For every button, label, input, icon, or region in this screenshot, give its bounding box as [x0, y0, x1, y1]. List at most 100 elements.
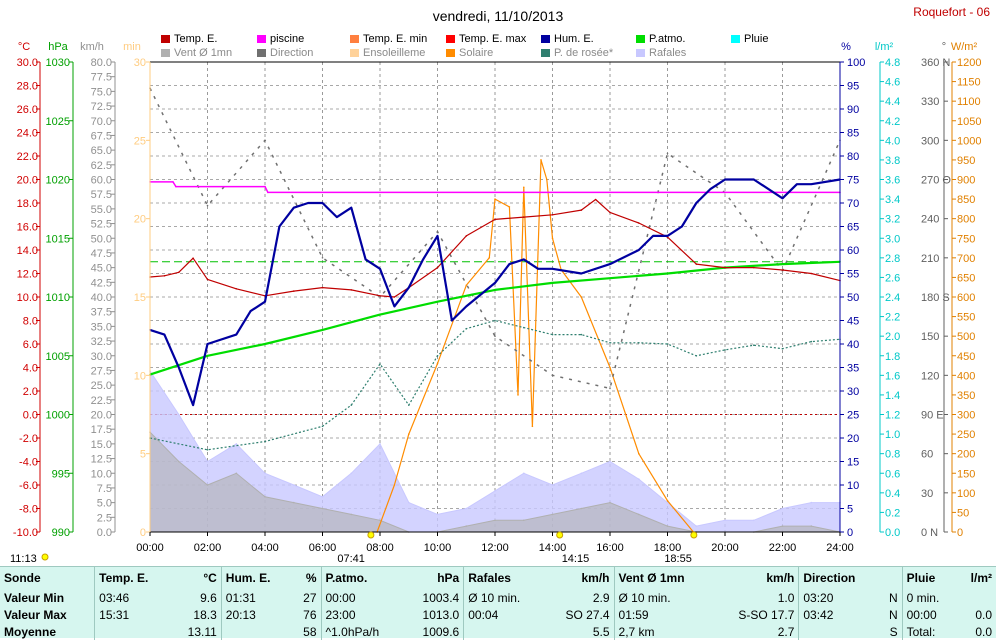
point-vent-1mn	[293, 501, 295, 504]
point-p-de-ros-e	[264, 440, 266, 443]
tick-label-temp: 28.0	[17, 81, 38, 93]
series-layer	[149, 87, 841, 533]
tick-label-rain: 2.4	[885, 292, 900, 304]
point-temp-e	[580, 209, 583, 211]
point-rafales	[638, 478, 640, 480]
point-temp-e	[465, 235, 468, 237]
point-solaire	[517, 394, 519, 396]
point-rafales	[753, 519, 755, 522]
point-rafales	[436, 513, 439, 516]
tick-label-solar: 950	[957, 155, 975, 167]
legend-label: Temp. E. max	[459, 33, 527, 45]
legend-swatch	[161, 35, 170, 43]
point-solaire	[488, 257, 491, 259]
point-vent-1mn	[781, 525, 784, 527]
tick-label-wind: 45.0	[91, 263, 112, 275]
tick-label-rain: 0.2	[885, 507, 900, 519]
point-temp-e	[293, 290, 295, 292]
point-direction	[206, 204, 209, 207]
tick-label-wind: 72.5	[91, 101, 112, 113]
tick-label-rain: 3.8	[885, 155, 900, 167]
time-tick-label: 14:00	[539, 542, 567, 554]
point-temp-e	[235, 288, 238, 290]
point-solaire	[551, 237, 554, 240]
point-p-de-ros-e	[350, 404, 353, 406]
stats-header-unit: km/h	[766, 571, 795, 585]
point-temp-e	[206, 278, 209, 281]
point-p-atmo	[666, 272, 669, 275]
point-piscine	[175, 185, 177, 188]
sunset-mark-dot	[690, 531, 698, 539]
tick-label-hum: 50	[847, 292, 859, 304]
point-temp-e	[695, 263, 698, 265]
stats-cell-value: SO 27.4	[565, 607, 610, 622]
stats-cell-time: 01:59	[613, 606, 714, 623]
legend-label: Temp. E. min	[363, 33, 427, 45]
tick-label-wind: 52.5	[91, 219, 112, 231]
point-hum-e	[551, 268, 554, 270]
point-hum-e	[192, 404, 194, 406]
point-hum-e	[508, 263, 511, 265]
tick-label-temp: -2.0	[19, 433, 38, 445]
tick-label-rain: 1.8	[885, 351, 900, 363]
tick-label-wind: 50.0	[91, 233, 112, 245]
tick-label-rain: 4.6	[885, 77, 900, 89]
station-name: Roquefort - 06	[913, 5, 990, 19]
tick-label-solar: 700	[957, 253, 975, 265]
point-hum-e	[350, 206, 353, 209]
tick-label-wind: 70.0	[91, 116, 112, 128]
stats-cell-value: 0.0	[975, 624, 992, 639]
stats-header-unit: hPa	[437, 571, 460, 585]
tick-label-hum: 65	[847, 222, 859, 234]
point-hum-e	[796, 183, 798, 185]
point-hum-e	[249, 310, 252, 312]
tick-label-solar: 900	[957, 175, 975, 187]
tick-label-sunmin: 20	[134, 214, 146, 226]
tick-label-rain: 0.4	[885, 488, 900, 500]
tick-label-wind: 32.5	[91, 336, 112, 348]
tick-label-hum: 0	[847, 527, 853, 539]
tick-label-wind: 20.0	[91, 410, 112, 422]
point-hum-e	[681, 225, 683, 228]
point-rafales	[235, 443, 238, 445]
tick-label-dir: 180 S	[921, 292, 950, 304]
point-vent-1mn	[350, 513, 353, 516]
axis-unit-sunmin: min	[123, 41, 141, 53]
tick-label-solar: 500	[957, 331, 975, 343]
tick-label-dir: 210	[921, 253, 939, 265]
axis-units: °C hPa km/h min% l/m² ° W/m²	[18, 41, 978, 53]
point-p-de-ros-e	[408, 404, 410, 406]
tick-label-wind: 12.5	[91, 454, 112, 466]
tick-label-dir: 300	[921, 135, 939, 147]
tick-label-hum: 75	[847, 175, 859, 187]
point-solaire	[580, 296, 583, 298]
point-vent-1mn	[379, 519, 381, 522]
point-hum-e	[709, 188, 712, 190]
point-temp-e	[724, 266, 726, 269]
stats-cell-time: 03:20	[798, 589, 880, 606]
point-vent-1mn	[321, 507, 324, 510]
stats-table: Sonde Temp. E. °C Hum. E.% P.atmo. hPa Rafales…	[0, 567, 996, 640]
point-p-de-ros-e	[580, 333, 583, 336]
point-hum-e	[278, 225, 281, 228]
chart-title: vendredi, 11/10/2013	[433, 8, 564, 24]
tick-label-dir: 360 N	[921, 57, 950, 69]
stats-cell-time	[220, 623, 292, 640]
tick-label-wind: 47.5	[91, 248, 112, 260]
point-p-atmo	[609, 277, 611, 280]
legend-label: Direction	[270, 47, 313, 59]
legend: Temp. E. piscine Temp. E. min Temp. E. max H…	[161, 33, 768, 59]
point-temp-e	[321, 286, 324, 289]
point-p-de-ros-e	[379, 363, 381, 365]
legend-swatch	[161, 49, 170, 57]
tick-label-temp: 16.0	[17, 222, 38, 234]
tick-label-press: 1025	[46, 116, 70, 128]
legend-swatch	[350, 49, 359, 57]
tick-label-dir: 30	[921, 488, 933, 500]
point-solaire	[408, 433, 410, 435]
tick-label-solar: 150	[957, 468, 975, 480]
tick-label-hum: 95	[847, 81, 859, 93]
point-hum-e	[436, 235, 439, 237]
stats-row: Valeur Max 15:31 18.3 20:13 76 23:00 1013.0 00:…	[0, 606, 996, 623]
point-hum-e	[163, 333, 166, 336]
